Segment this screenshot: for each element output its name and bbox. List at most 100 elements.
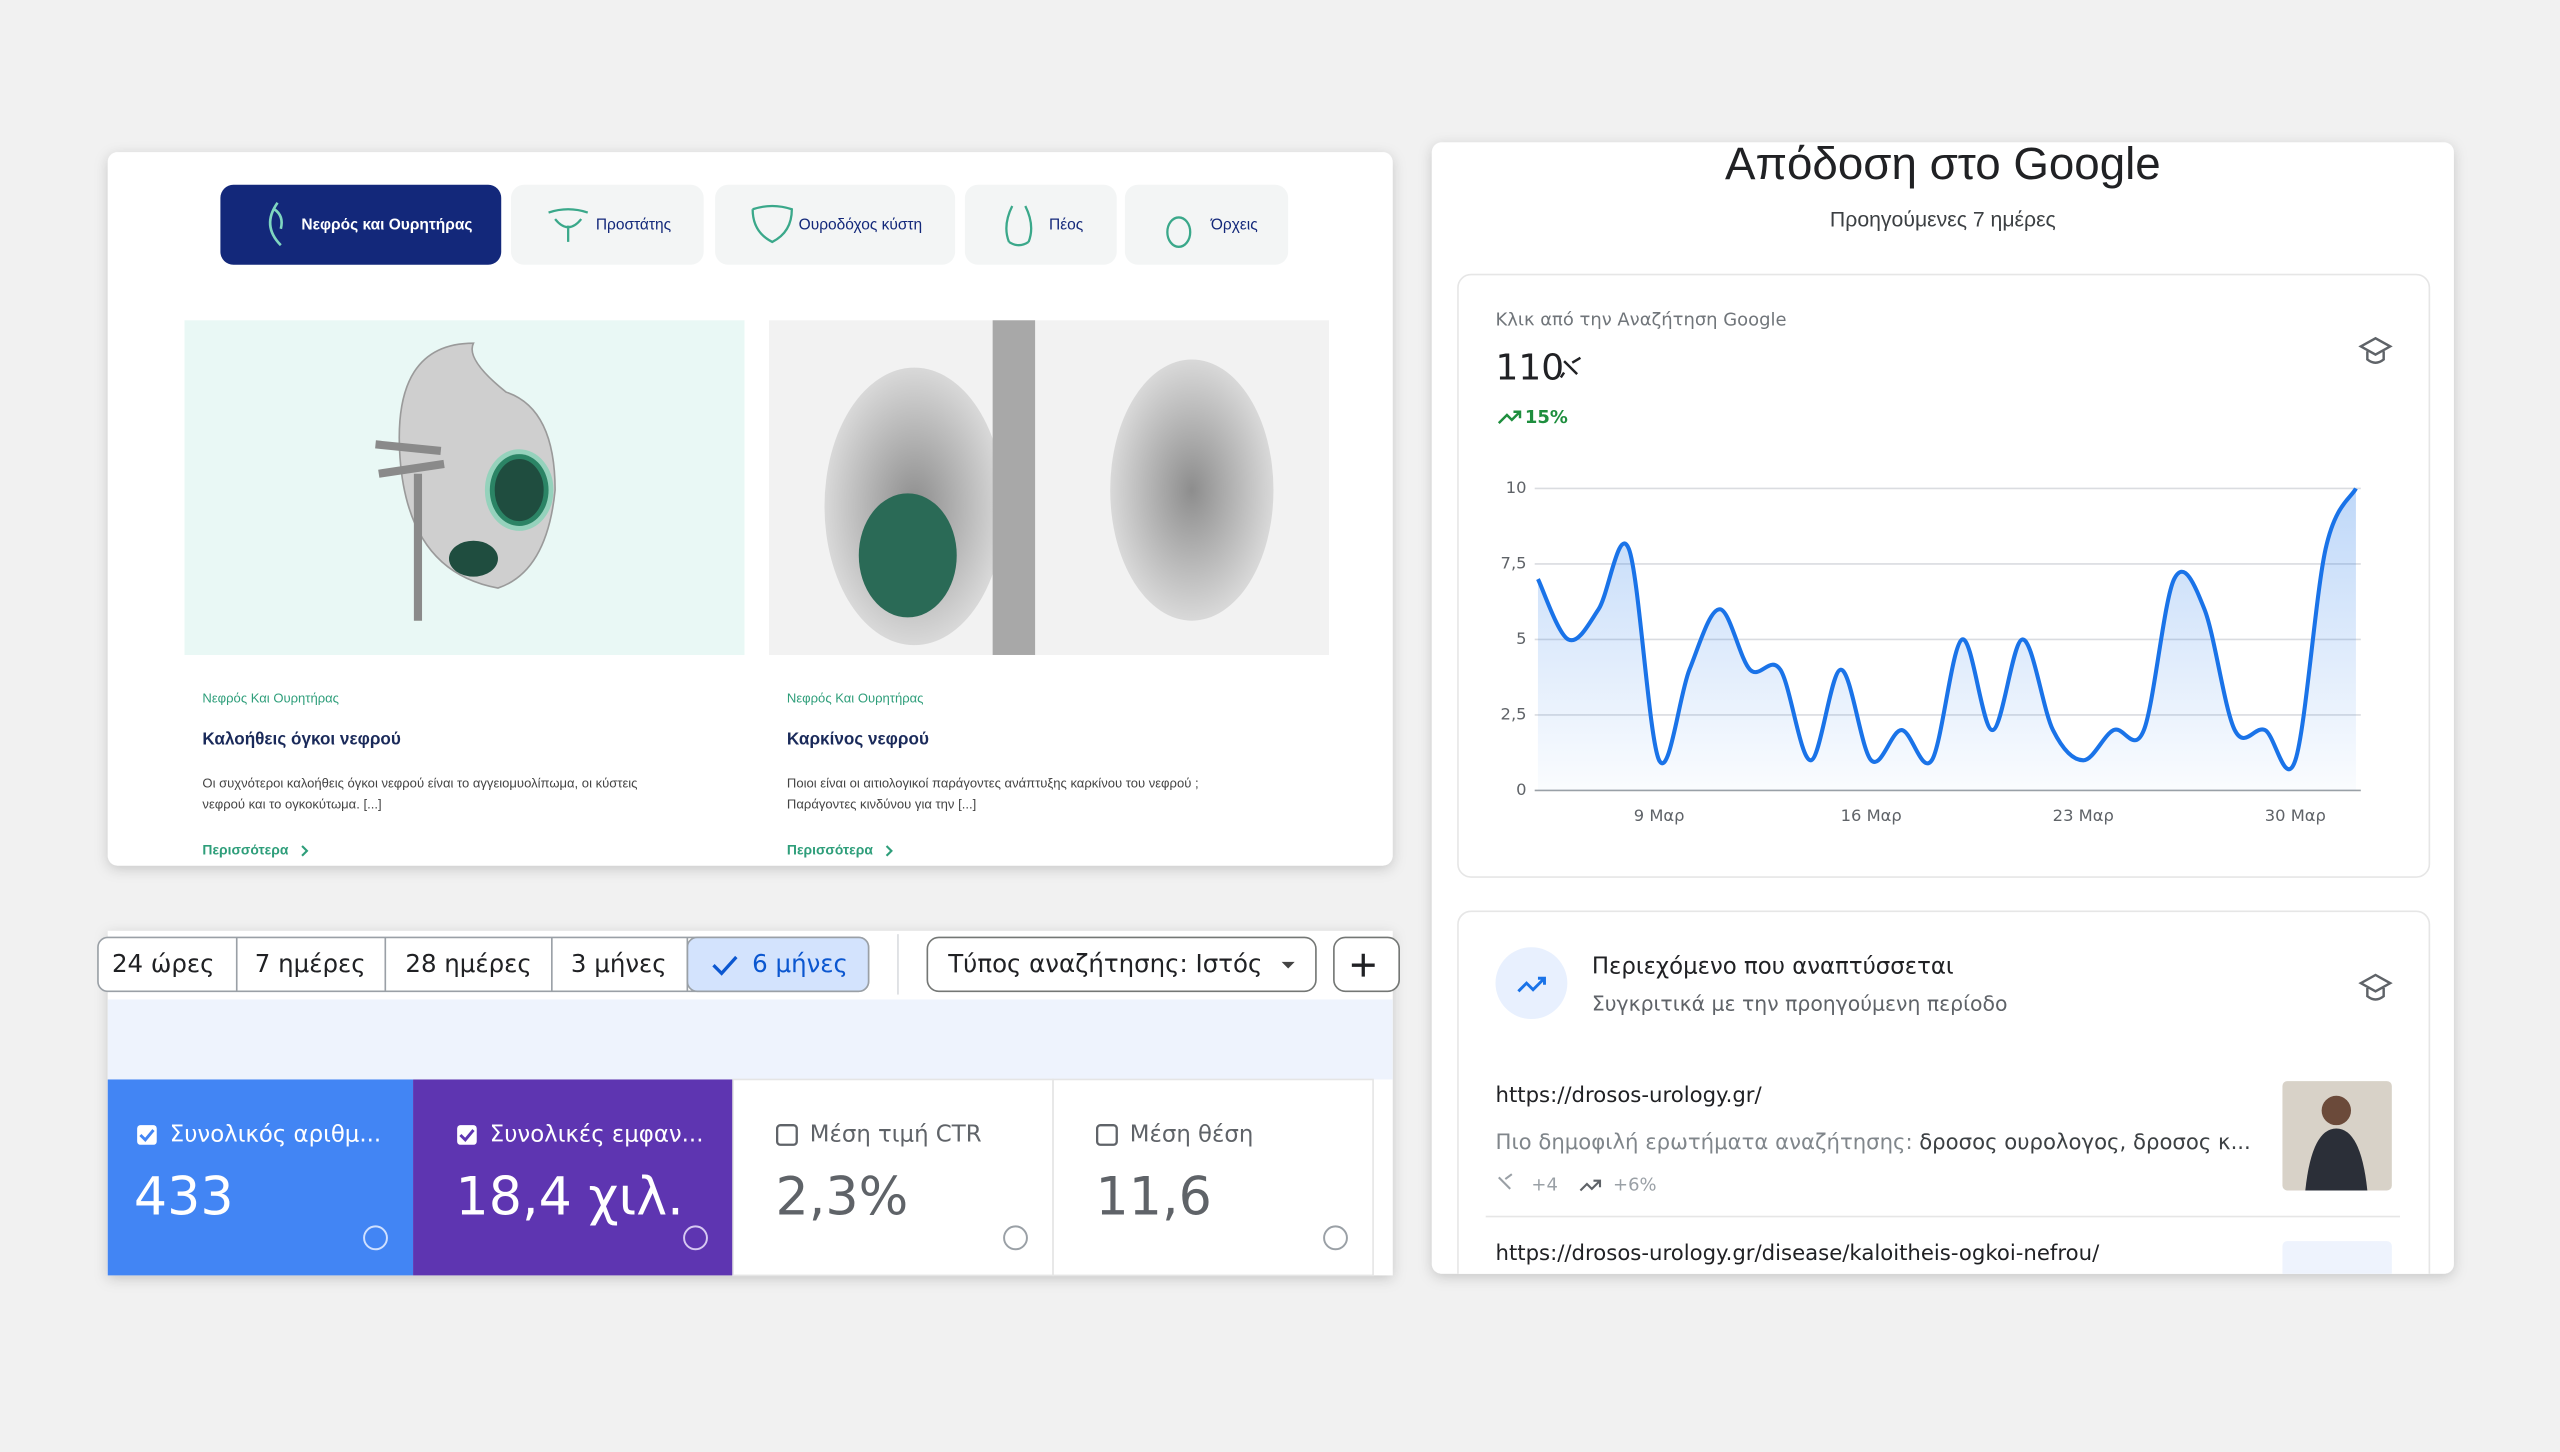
card-excerpt: Ποιοι είναι οι αιτιολογικοί παράγοντες α… [787,775,1199,790]
card-category: Νεφρός Και Ουρητήρας [787,691,924,706]
card-title[interactable]: Καρκίνος νεφρού [787,728,929,748]
checkbox[interactable] [1096,1124,1118,1146]
dropdown-label: Τύπος αναζήτησης: Ιστός [947,949,1262,978]
tab-label: Όρχεις [1210,217,1258,234]
clicks: 110 [1496,347,1565,388]
metric-value: 2,3% [776,1167,909,1227]
tumor [858,493,957,618]
y-tick-label: 0 [1516,780,1526,799]
tab[interactable] [715,184,956,265]
performance-panel: Απόδοση στο Google Προηγούμενες 7 ημέρες… [1431,138,2454,1274]
y-tick-label: 5 [1516,629,1526,648]
website-panel: Νεφρός και Ουρητήρας Προστάτης Ουροδόχος… [107,152,1393,866]
checkbox[interactable] [776,1124,798,1146]
metric-label: Μέση τιμή CTR [810,1121,982,1147]
item-clicks: +4 [1531,1175,1557,1196]
content-subtitle: Συγκριτικά με την προηγούμενη περίοδο [1592,991,2008,1015]
kidney [398,342,556,589]
check [139,1129,155,1143]
click-icon [1559,356,1582,379]
checkbox[interactable] [457,1125,477,1145]
range[interactable]: 7 ημέρες [255,949,366,978]
chevron [885,845,893,857]
dropdown[interactable] [926,936,1317,993]
url[interactable]: https://drosos-urology.gr/disease/kaloit… [1496,1241,2101,1266]
tab-label: Προστάτης [596,217,671,234]
metric-tile[interactable] [107,1079,414,1276]
caret [1281,961,1295,969]
help-icons [363,1225,1348,1251]
tab-label: Νεφρός και Ουρητήρας [301,217,472,234]
card-label: Κλικ από την Αναζήτηση Google [1496,309,1787,330]
card-category: Νεφρός Και Ουρητήρας [202,691,339,706]
icon-bg [1495,947,1568,1020]
metric-label: Συνολικές εμφαν... [490,1121,704,1147]
metric-value: 433 [134,1167,234,1227]
tab-label: Πέος [1049,217,1083,234]
y-tick-label: 10 [1506,478,1527,497]
separators [235,937,689,992]
tab-icon [268,201,283,247]
thumbnail-person [2305,1128,2368,1191]
checkbox[interactable] [137,1125,157,1145]
tab-icon [1166,216,1192,248]
read-more[interactable]: Περισσότερα [787,842,873,858]
card-excerpt: νεφρού και το ογκοκύτωμα. [...] [202,797,381,812]
metric-value: 11,6 [1096,1167,1212,1227]
tab[interactable] [511,184,704,265]
metric-label: Μέση θέση [1130,1121,1254,1147]
tumor [484,449,554,531]
queries: Πιο δημοφιλή ερωτήματα αναζήτησης: δροσος… [1496,1130,2251,1155]
card-title[interactable]: Καλοήθεις όγκοι νεφρού [202,728,400,748]
item-change: +6% [1613,1175,1657,1196]
learn-icon[interactable] [2358,336,2393,364]
tab-label: Ουροδόχος κύστη [799,217,922,234]
learn-icon[interactable] [2358,973,2393,1001]
x-tick-label: 23 Μαρ [2053,806,2114,825]
metric-label: Συνολικός αριθμ... [170,1121,381,1147]
click-icon [1498,1173,1513,1190]
range[interactable]: 3 μήνες [571,949,667,978]
range[interactable]: 24 ώρες [112,949,215,978]
metric-tile[interactable] [732,1078,1054,1277]
tab-active[interactable] [220,184,502,265]
metric-tile[interactable] [413,1079,734,1276]
check [712,955,738,976]
metric-value: 18,4 χιλ. [456,1167,684,1227]
metric-tile[interactable] [1052,1078,1374,1277]
y-tick-label: 2,5 [1501,704,1527,723]
x-tick-label: 9 Μαρ [1634,806,1685,825]
read-more[interactable]: Περισσότερα [202,842,288,858]
range[interactable]: 6 μήνες [752,949,848,978]
subtitle: Προηγούμενες 7 ημέρες [1830,208,2056,231]
search-console-panel: 24 ώρες 7 ημέρες 28 ημέρες 3 μήνες 6 μήν… [97,930,1400,1277]
card-excerpt: Παράγοντες κινδύνου για την [...] [787,797,976,812]
aorta [992,320,1036,655]
url[interactable]: https://drosos-urology.gr/ [1496,1083,1763,1108]
line [1536,487,2358,772]
ureter [375,440,445,621]
kidney [1110,359,1274,621]
tab-icon [548,208,589,242]
thumbnail-person [2321,1095,2352,1126]
tab[interactable] [1124,184,1289,265]
tumor [448,540,498,577]
x-tick-label: 30 Μαρ [2265,806,2326,825]
title: Απόδοση στο Google [1725,138,2161,189]
trend-icon [1497,410,1522,425]
trend-icon [1517,976,1546,993]
chart: 0 2,5 5 7,5 10 9 Μαρ 16 Μαρ 23 Μαρ 30 Μαρ [1501,478,2361,825]
tab-icon [1005,205,1033,247]
card [1457,910,2431,1274]
queries-label: Πιο δημοφιλή ερωτήματα αναζήτησης: [1496,1130,1913,1155]
tab[interactable] [964,184,1117,265]
thumbnail [2282,1241,2392,1274]
check [459,1129,475,1143]
y-tick-label: 7,5 [1501,553,1527,572]
x-tick-label: 16 Μαρ [1841,806,1902,825]
change: 15% [1525,407,1568,428]
area [1537,488,2356,791]
range[interactable]: 28 ημέρες [405,949,531,978]
queries-text: δροσος ουρολογος, δροσος κ... [1919,1130,2251,1155]
